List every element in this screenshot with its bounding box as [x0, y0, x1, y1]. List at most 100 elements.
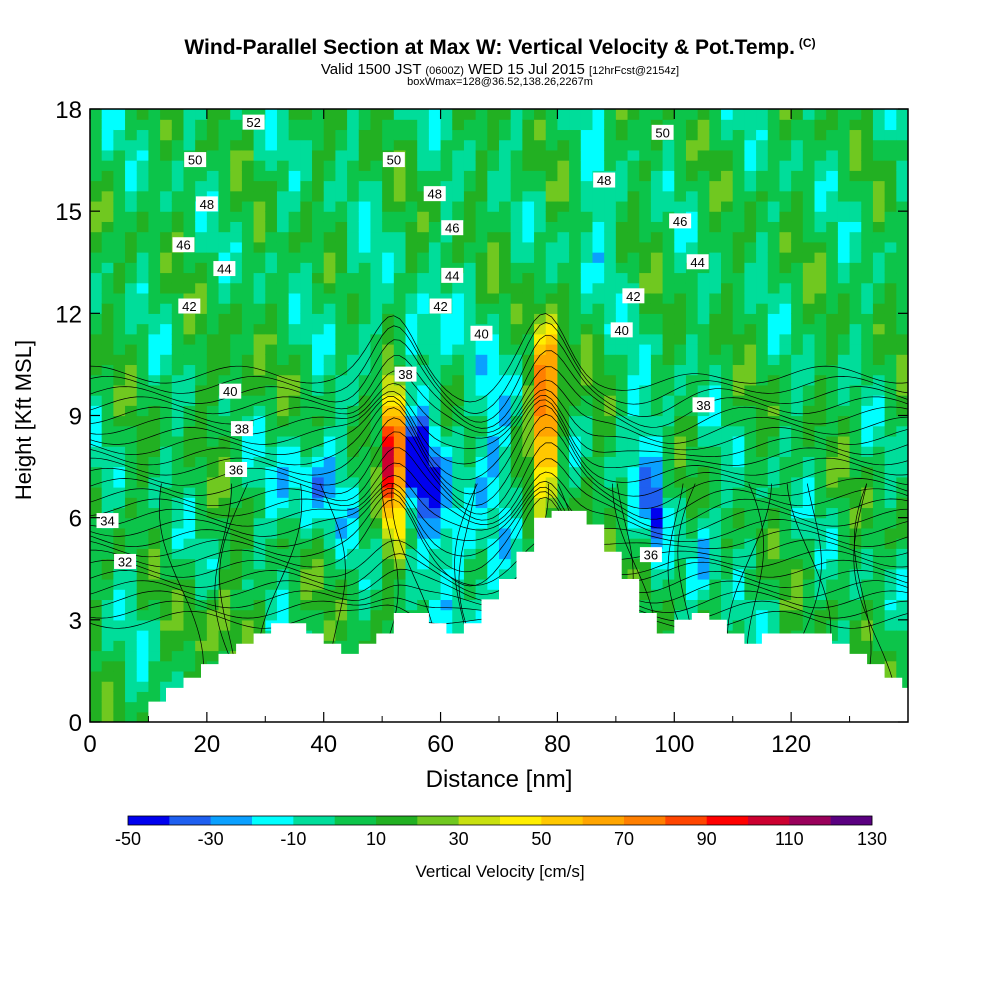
velocity-cell [849, 343, 862, 355]
velocity-cell [218, 292, 231, 304]
velocity-cell [627, 231, 640, 243]
velocity-cell [393, 170, 407, 182]
velocity-cell [814, 497, 827, 509]
velocity-cell [814, 160, 827, 171]
velocity-cell [428, 497, 442, 509]
velocity-cell [604, 262, 617, 274]
velocity-cell [791, 548, 804, 560]
velocity-cell [849, 405, 862, 417]
velocity-cell [896, 241, 908, 253]
velocity-cell [195, 109, 208, 120]
velocity-cell [347, 343, 360, 355]
velocity-cell [826, 497, 839, 509]
velocity-cell [183, 109, 196, 120]
velocity-cell [721, 374, 734, 386]
velocity-cell [171, 619, 185, 631]
velocity-cell [837, 139, 851, 151]
velocity-cell [428, 200, 442, 212]
velocity-cell [674, 599, 687, 611]
velocity-cell [557, 160, 570, 171]
velocity-cell [183, 170, 196, 182]
velocity-cell [662, 395, 675, 406]
velocity-cell [896, 660, 908, 672]
velocity-cell [650, 405, 664, 417]
velocity-cell [650, 221, 664, 233]
velocity-cell [206, 384, 220, 396]
velocity-cell [580, 262, 594, 274]
velocity-cell [779, 343, 792, 355]
velocity-cell [160, 650, 173, 662]
velocity-cell [756, 497, 769, 509]
velocity-cell [440, 497, 453, 509]
velocity-cell [569, 456, 582, 468]
velocity-cell [90, 231, 103, 243]
velocity-cell [557, 466, 570, 478]
velocity-cell [721, 303, 734, 314]
velocity-cell [896, 364, 908, 376]
velocity-cell [732, 578, 745, 590]
velocity-cell [837, 415, 851, 427]
velocity-cell [510, 415, 523, 427]
velocity-cell [218, 558, 231, 570]
velocity-cell [744, 313, 757, 325]
velocity-cell [382, 609, 395, 621]
velocity-cell [709, 487, 722, 498]
velocity-cell [230, 517, 243, 529]
velocity-cell [335, 466, 348, 478]
velocity-cell [534, 221, 547, 233]
velocity-cell [767, 333, 781, 345]
velocity-cell [241, 578, 255, 590]
velocity-cell [674, 558, 687, 570]
velocity-cell [837, 527, 851, 539]
velocity-cell [662, 149, 675, 161]
velocity-cell [335, 619, 348, 631]
velocity-cell [884, 129, 897, 141]
velocity-cell [499, 384, 512, 396]
velocity-cell [744, 374, 757, 386]
velocity-cell [300, 558, 313, 570]
velocity-cell [113, 497, 126, 509]
velocity-cell [218, 241, 231, 253]
velocity-cell [732, 139, 745, 151]
velocity-cell [709, 415, 722, 427]
velocity-cell [872, 476, 886, 488]
velocity-cell [837, 354, 851, 366]
velocity-cell [393, 435, 407, 447]
velocity-cell [183, 139, 196, 151]
velocity-cell [160, 374, 173, 386]
velocity-cell [475, 139, 488, 151]
velocity-cell [779, 476, 792, 488]
velocity-cell [779, 405, 792, 417]
velocity-cell [382, 527, 395, 539]
velocity-cell [756, 425, 769, 437]
x-tick-label: 0 [83, 731, 96, 758]
velocity-cell [136, 558, 150, 570]
velocity-cell [463, 119, 477, 131]
velocity-cell [136, 323, 150, 335]
velocity-cell [650, 170, 664, 182]
velocity-cell [697, 558, 710, 570]
velocity-cell [604, 313, 617, 325]
velocity-cell [452, 241, 465, 253]
velocity-cell [148, 415, 161, 427]
velocity-cell [206, 343, 220, 355]
velocity-cell [241, 109, 255, 120]
velocity-cell [253, 558, 266, 570]
velocity-cell [499, 435, 512, 447]
velocity-cell [732, 446, 745, 457]
terrain-profile [90, 510, 908, 722]
velocity-cell [312, 200, 325, 212]
velocity-cell [872, 170, 886, 182]
velocity-cell [475, 354, 488, 366]
velocity-cell [101, 507, 114, 519]
velocity-cell [569, 476, 582, 488]
velocity-cell [241, 548, 255, 560]
velocity-cell [323, 109, 336, 120]
velocity-cell [685, 323, 699, 335]
velocity-cell [288, 527, 301, 539]
velocity-cell [837, 435, 851, 447]
velocity-cell [662, 405, 675, 417]
velocity-cell [101, 446, 114, 457]
velocity-cell [884, 241, 897, 253]
velocity-cell [288, 497, 301, 509]
